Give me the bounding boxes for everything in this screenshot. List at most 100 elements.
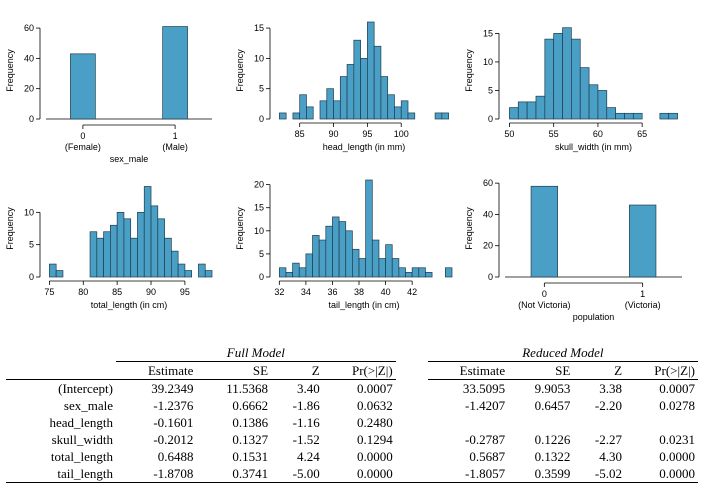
- bar: [177, 263, 186, 278]
- bar: [579, 67, 590, 120]
- table-row: head_length -0.1601 0.1386 -1.16 0.2480: [6, 414, 698, 431]
- chart-panel: 50 55 60 65 skull_width (in mm) 0 5 10 15 Frequen…: [464, 27, 678, 152]
- bar: [367, 21, 375, 120]
- row-name: skull_width: [51, 432, 113, 447]
- reduced-model-cell: -1.8057: [427, 465, 509, 483]
- bar: [89, 231, 98, 278]
- bar: [292, 112, 301, 120]
- y-axis-title: Frequency: [235, 49, 245, 92]
- full-model-cell: 0.1386: [232, 415, 269, 430]
- bar: [526, 101, 537, 120]
- y-tick-label: 0: [488, 114, 493, 124]
- bar: [615, 112, 625, 120]
- bar: [345, 230, 353, 278]
- chart-panel: 32 34 36 38 40 42 tail_length (in cm) 0 5 10 15 20 F…: [235, 179, 453, 310]
- table-row: skull_width -0.2012 0.1327 -1.52 0.1294 -0.27…: [6, 431, 698, 448]
- bar: [606, 107, 616, 120]
- bar: [434, 112, 443, 120]
- x-category-label: (Victoria): [625, 300, 661, 310]
- bar: [365, 179, 373, 278]
- y-tick-label: 5: [259, 84, 264, 94]
- bar: [170, 250, 179, 278]
- full-model-cell: 4.24: [297, 449, 320, 464]
- y-tick-label: 5: [488, 85, 493, 95]
- x-tick-label: 75: [44, 287, 54, 297]
- bar: [530, 185, 558, 278]
- bar: [150, 205, 159, 278]
- full-model-cell: 0.6662: [232, 398, 269, 413]
- x-tick-label: 38: [354, 287, 364, 297]
- full-model-cell: -0.2012: [153, 432, 194, 447]
- x-tick-label: 40: [381, 287, 391, 297]
- bar: [292, 262, 300, 278]
- full-model-cell: -1.52: [292, 432, 320, 447]
- bar: [198, 263, 206, 278]
- y-tick-label: 20: [483, 241, 493, 251]
- bar: [339, 76, 348, 120]
- x-tick-label: 0: [80, 131, 85, 141]
- column-header: SE: [196, 361, 272, 380]
- bar: [338, 221, 347, 278]
- y-tick-label: 10: [254, 53, 264, 63]
- bar: [668, 112, 678, 120]
- full-model-cell: 0.0000: [322, 465, 396, 483]
- reduced-model-cell: 0.0007: [659, 381, 695, 396]
- column-header: Pr(>|Z|): [322, 361, 396, 380]
- chart-panel: 85 90 95 100 head_length (in mm) 0 5 10 15 Freque…: [235, 21, 449, 152]
- y-tick-label: 60: [24, 23, 34, 33]
- x-tick-label: 50: [504, 129, 514, 139]
- reduced-model-cell: 0.5687: [469, 449, 506, 464]
- bar: [632, 112, 643, 120]
- y-tick-label: 5: [29, 240, 34, 250]
- x-tick-label: 34: [301, 287, 311, 297]
- bar: [588, 84, 599, 120]
- y-tick-label: 10: [24, 207, 34, 217]
- reduced-model-cell: 3.38: [599, 381, 623, 396]
- reduced-model-cell: 0.0231: [659, 432, 695, 447]
- reduced-model-cell: [428, 414, 508, 431]
- bar: [184, 270, 193, 278]
- chart-panel: 0(Not Victoria)1(Victoria)population0204…: [464, 178, 682, 322]
- y-tick-label: 15: [254, 203, 264, 213]
- full-model-cell: -1.86: [292, 398, 320, 413]
- y-tick-label: 40: [24, 53, 34, 63]
- column-header: Pr(>|Z|): [625, 361, 698, 380]
- table-row: sex_male -1.2376 0.6662 -1.86 0.0632 -1.4207 0…: [6, 397, 698, 414]
- reduced-model-cell: -1.4207: [465, 398, 506, 413]
- reduced-model-cell: [573, 414, 625, 431]
- y-tick-label: 15: [483, 28, 493, 38]
- bar: [391, 258, 400, 278]
- bar: [70, 53, 96, 120]
- y-axis-title: Frequency: [464, 207, 474, 250]
- x-tick-label: 55: [549, 129, 559, 139]
- row-name: tail_length: [6, 465, 116, 483]
- bar: [137, 211, 145, 278]
- bar: [346, 64, 355, 120]
- reduced-model-title: Reduced Model: [427, 344, 698, 362]
- bar: [517, 101, 528, 120]
- y-tick-label: 0: [488, 272, 493, 282]
- x-tick-label: 1: [640, 289, 645, 299]
- bar: [394, 106, 402, 120]
- x-axis-title: total_length (in cm): [91, 300, 168, 310]
- table-row: tail_length -1.8708 0.3741 -5.00 0.0000 -1.80…: [6, 465, 698, 483]
- y-axis-title: Frequency: [5, 49, 15, 92]
- y-tick-label: 20: [24, 84, 34, 94]
- model-comparison-table: Full Model Reduced Model Estimate SE Z P…: [6, 344, 698, 483]
- y-tick-label: 0: [29, 272, 34, 282]
- bar: [358, 258, 367, 278]
- x-category-label: (Not Victoria): [518, 300, 570, 310]
- reduced-model-cell: 0.1322: [534, 449, 571, 464]
- reduced-model-cell: -0.2787: [465, 432, 506, 447]
- reduced-model-cell: -5.02: [573, 465, 626, 483]
- chart-panel: 75 80 85 90 95 total_length (in cm) 0 5 10 Freque…: [5, 186, 213, 310]
- x-axis-title: population: [573, 312, 615, 322]
- bar: [278, 267, 287, 278]
- y-tick-label: 60: [483, 178, 493, 188]
- full-model-cell: 0.0632: [356, 398, 393, 413]
- bar: [405, 272, 413, 278]
- reduced-model-cell: 0.0000: [625, 465, 698, 483]
- bar: [279, 112, 287, 120]
- y-axis-title: Frequency: [464, 49, 474, 92]
